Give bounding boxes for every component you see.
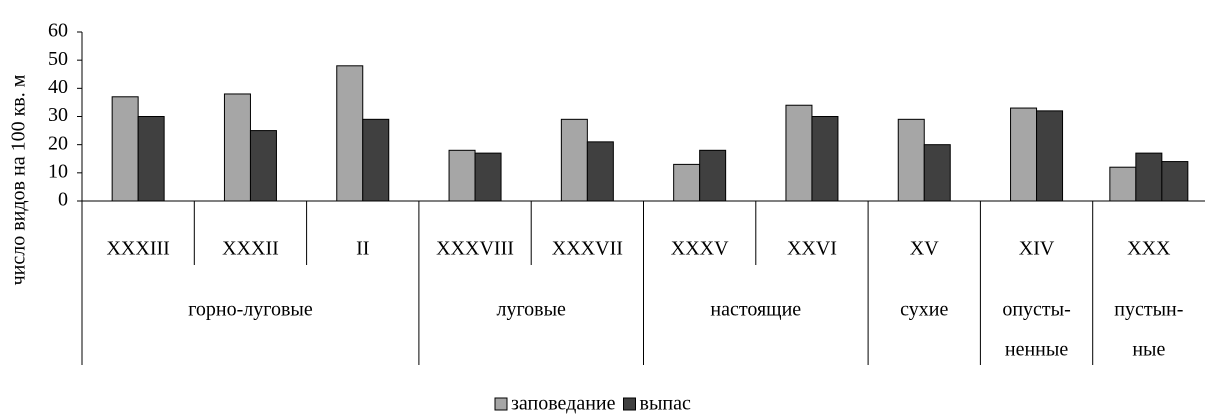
legend-label: заповедание: [511, 393, 616, 415]
legend-swatch: [623, 397, 636, 411]
x-tick-label: XXXII: [222, 238, 279, 260]
x-tick-label: XIV: [1019, 238, 1055, 260]
y-axis-title: число видов на 100 кв. м: [8, 74, 30, 285]
bar: [897, 118, 925, 202]
bar: [1036, 110, 1064, 202]
legend-swatch: [494, 397, 508, 411]
bar: [673, 163, 701, 202]
bar: [586, 141, 614, 202]
group-label: горно-луговые: [188, 299, 313, 321]
y-tick-label: 30: [48, 104, 68, 126]
bar: [474, 152, 502, 202]
group-label: сухие: [900, 299, 948, 321]
x-tick-label: XXX: [1127, 238, 1171, 260]
bar: [362, 118, 390, 202]
x-tick-label: XV: [910, 238, 939, 260]
group-label: настоящие: [710, 299, 801, 321]
y-tick-label: 0: [58, 189, 68, 211]
bar: [448, 149, 476, 202]
x-tick-label: II: [356, 238, 369, 260]
y-tick-label: 40: [48, 76, 68, 98]
bar: [1010, 107, 1038, 202]
bar: [1135, 152, 1163, 202]
bar: [785, 104, 813, 202]
group-label: пустын-: [1114, 299, 1183, 321]
group-label: луговые: [496, 299, 566, 321]
y-tick-label: 60: [48, 20, 68, 42]
bar: [1161, 161, 1189, 202]
group-label: опусты-: [1002, 299, 1070, 321]
bar: [336, 65, 364, 202]
bar: [223, 93, 251, 202]
y-tick-label: 50: [48, 48, 68, 70]
y-tick-label: 20: [48, 132, 68, 154]
bar: [811, 116, 839, 202]
x-tick-label: XXXV: [671, 238, 729, 260]
bar: [249, 130, 277, 202]
bar: [923, 144, 951, 202]
bar: [137, 116, 165, 202]
y-tick-label: 10: [48, 160, 68, 182]
bar: [1109, 166, 1137, 202]
bar: [560, 118, 588, 202]
legend-label: выпас: [640, 393, 691, 415]
group-label: ные: [1132, 339, 1165, 361]
x-tick-label: XXXIII: [106, 238, 169, 260]
bar: [699, 149, 727, 202]
x-tick-label: XXXVIII: [436, 238, 514, 260]
x-tick-label: XXVI: [787, 238, 837, 260]
x-tick-label: XXXVII: [552, 238, 623, 260]
group-label: ненные: [1005, 339, 1068, 361]
bar: [111, 96, 139, 202]
